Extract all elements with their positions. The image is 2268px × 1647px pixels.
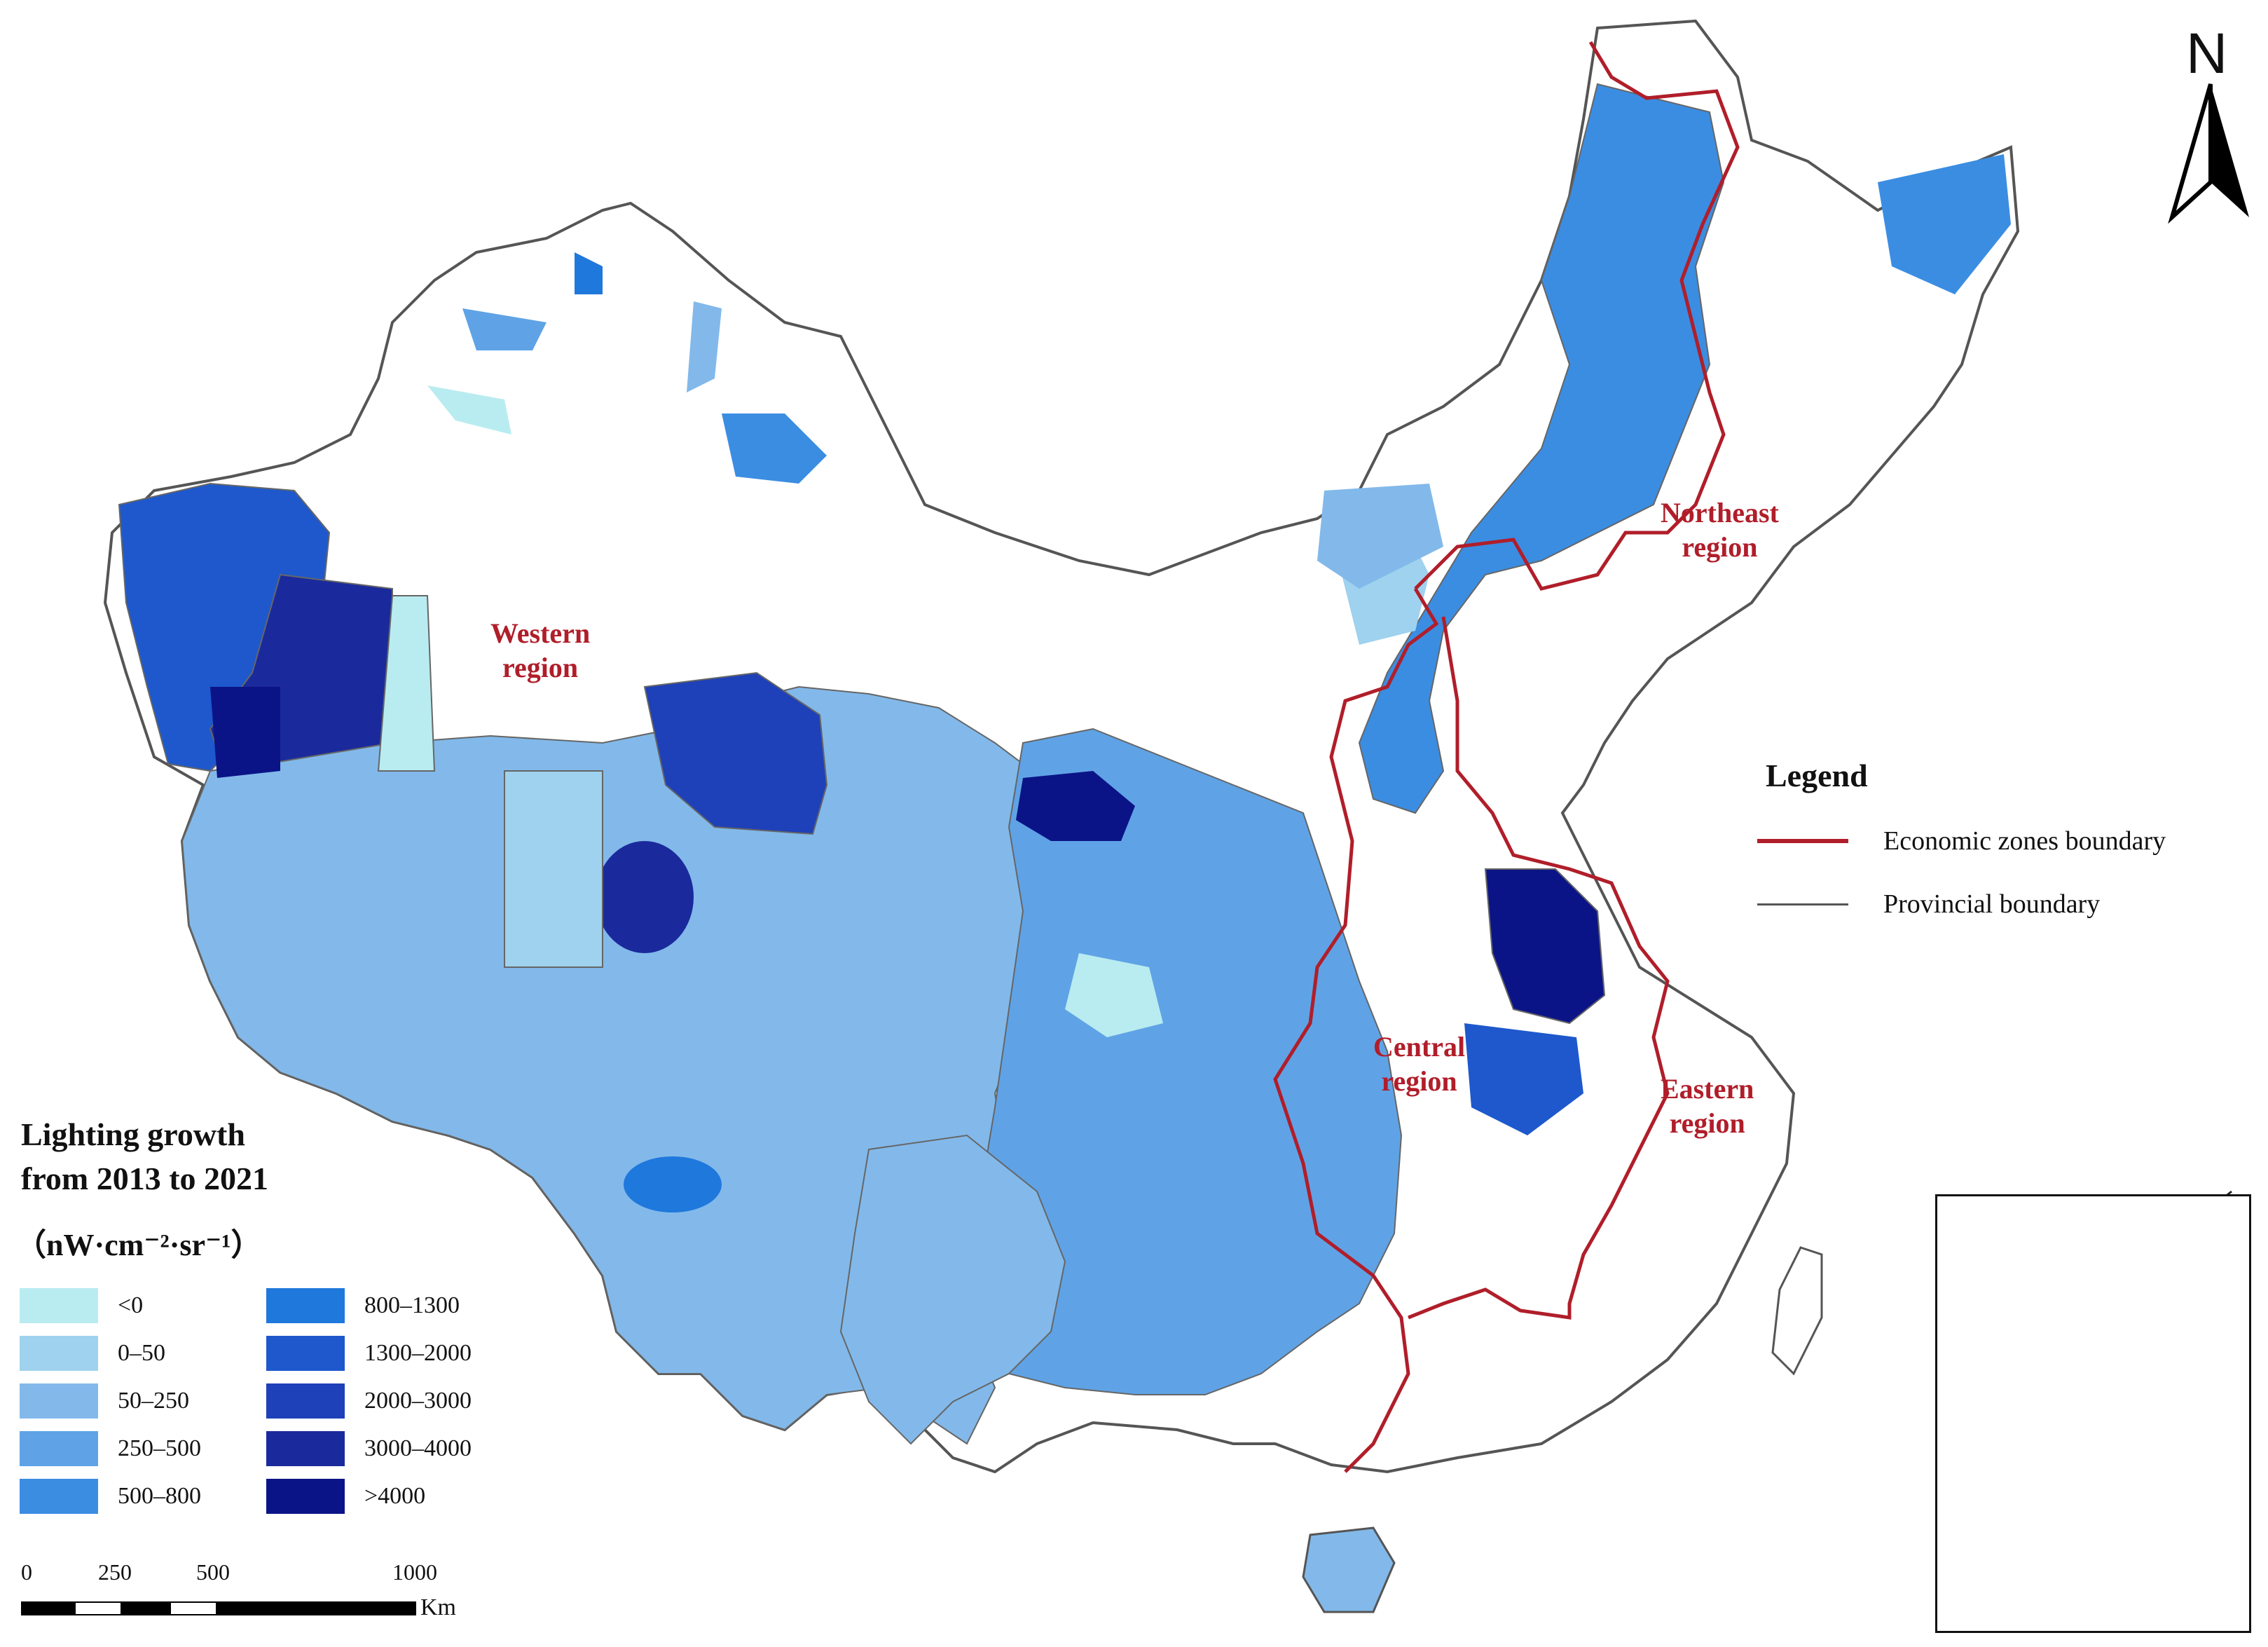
growth-class-label: 2000–3000 [364, 1388, 472, 1414]
growth-class-swatch [266, 1288, 345, 1323]
growth-class-item: 2000–3000 [266, 1383, 472, 1419]
growth-class-item: 0–50 [20, 1336, 165, 1371]
growth-class-swatch [266, 1479, 345, 1514]
growth-class-label: 250–500 [118, 1435, 201, 1461]
scale-tick-250: 250 [98, 1559, 132, 1585]
scale-seg-1 [21, 1601, 74, 1615]
zone-boundary-central-east [1408, 616, 1670, 1320]
western-label-line2: region [502, 651, 579, 683]
growth-class-item: 3000–4000 [266, 1431, 472, 1466]
growth-legend-title: Lighting growth from 2013 to 2021 [21, 1113, 268, 1201]
qaidam-block [643, 671, 828, 835]
growth-class-label: 3000–4000 [364, 1435, 472, 1461]
tibet-south-patch [624, 1156, 722, 1212]
xinjiang-patch-3 [687, 301, 722, 392]
sichuan-light [1065, 953, 1163, 1037]
provincial-boundary-label: Provincial boundary [1883, 889, 2101, 919]
north-label: N [2186, 22, 2228, 86]
north-arrow-icon [2168, 83, 2249, 224]
zone-boundary-central-west [1273, 587, 1439, 1473]
northeast-corridor [1358, 83, 1725, 814]
scale-tick-500: 500 [196, 1559, 230, 1585]
heilongjiang-patch [1878, 154, 2011, 294]
scale-unit: Km [420, 1594, 456, 1620]
legend-title: Legend [1766, 758, 1868, 793]
western-region-label: Western region [490, 617, 590, 685]
growth-class-swatch [266, 1383, 345, 1419]
provincial-boundary-swatch [1757, 903, 1848, 905]
growth-class-item: 500–800 [20, 1479, 201, 1514]
growth-class-label: 500–800 [118, 1483, 201, 1509]
growth-class-item: 1300–2000 [266, 1336, 472, 1371]
xinjiang-patch-1 [462, 308, 547, 350]
central-region-label: Central region [1373, 1030, 1465, 1099]
zone-boundary-label: Economic zones boundary [1883, 826, 2166, 856]
scale-seg-4 [170, 1601, 217, 1615]
tibet-center-patch [504, 770, 603, 968]
scale-seg-3 [122, 1601, 170, 1615]
central-label-line1: Central [1373, 1031, 1466, 1062]
xinjiang-patch-5 [575, 252, 603, 294]
eastern-region-label: Eastern region [1661, 1072, 1754, 1141]
growth-class-label: 800–1300 [364, 1292, 460, 1318]
growth-class-item: 50–250 [20, 1383, 189, 1419]
zone-boundary-northeast [1414, 41, 1740, 591]
eastern-label-line2: region [1669, 1107, 1745, 1139]
scale-tick-0: 0 [21, 1559, 32, 1585]
legend-row-provincial: Provincial boundary [1752, 883, 2100, 925]
inner-mongolia-patch [1317, 484, 1443, 589]
growth-class-label: 50–250 [118, 1388, 189, 1414]
growth-class-swatch [266, 1336, 345, 1371]
xinjiang-patch-2 [427, 385, 511, 435]
xinjiang-strip [377, 595, 436, 772]
growth-class-label: 0–50 [118, 1340, 165, 1366]
eastern-label-line1: Eastern [1661, 1073, 1754, 1105]
growth-class-swatch [266, 1431, 345, 1466]
growth-class-swatch [20, 1288, 98, 1323]
south-china-sea-inset [1935, 1194, 2251, 1633]
northeast-region-label: Northeast region [1661, 496, 1779, 565]
zone-boundary-swatch [1757, 839, 1848, 843]
growth-legend-unit: （nW·cm⁻²·sr⁻¹） [15, 1228, 262, 1262]
growth-class-item: >4000 [266, 1479, 425, 1514]
northeast-label-line2: region [1682, 531, 1758, 563]
scale-bar-segments [21, 1601, 416, 1615]
scale-seg-5 [217, 1601, 416, 1615]
scale-tick-1000: 1000 [392, 1559, 437, 1585]
northeast-label-line1: Northeast [1661, 497, 1779, 528]
central-corridor-fill [951, 727, 1403, 1395]
growth-class-swatch [20, 1383, 98, 1419]
growth-class-label: 1300–2000 [364, 1340, 472, 1366]
growth-class-swatch [20, 1431, 98, 1466]
loess-dark [1016, 771, 1135, 841]
growth-class-swatch [20, 1336, 98, 1371]
central-east-mid [1464, 1023, 1583, 1135]
growth-class-item: 250–500 [20, 1431, 201, 1466]
legend-row-zone: Economic zones boundary [1752, 820, 2166, 862]
growth-class-label: >4000 [364, 1483, 426, 1509]
growth-class-label: <0 [118, 1292, 144, 1318]
xinjiang-patch-4 [722, 414, 827, 484]
hainan-island [1302, 1526, 1396, 1613]
growth-title-line1: Lighting growth [21, 1116, 245, 1152]
central-label-line2: region [1381, 1065, 1457, 1097]
tibet-dark-patch [596, 841, 694, 953]
growth-class-item: <0 [20, 1288, 143, 1323]
taiwan-island [1771, 1246, 1823, 1376]
northwest-darkest [210, 687, 280, 778]
growth-class-swatch [20, 1479, 98, 1514]
scale-seg-2 [74, 1601, 122, 1615]
western-label-line1: Western [490, 617, 591, 649]
growth-class-item: 800–1300 [266, 1288, 460, 1323]
central-east-dark [1484, 868, 1606, 1025]
hunan-guangxi-fill [839, 1134, 1066, 1445]
growth-title-line2: from 2013 to 2021 [21, 1160, 269, 1196]
